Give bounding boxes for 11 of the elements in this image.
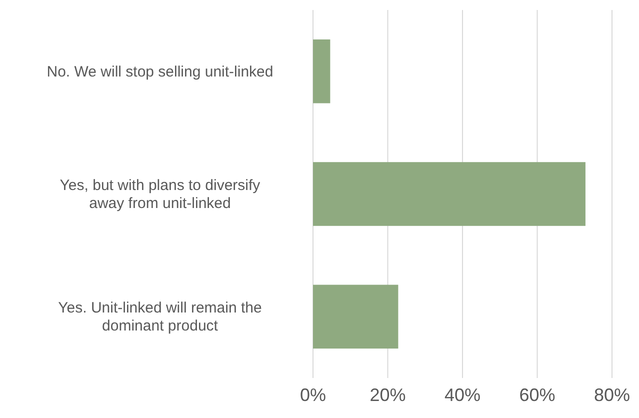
- bar: [313, 162, 586, 226]
- y-tick-label: Yes. Unit-linked will remain the dominant product: [58, 300, 262, 335]
- x-tick-label: 40%: [444, 384, 481, 405]
- y-tick-label: Yes, but with plans to diversify away from unit-linked: [60, 177, 261, 212]
- x-tick-label: 80%: [594, 384, 630, 405]
- x-tick-label: 20%: [370, 384, 406, 405]
- x-tick-label: 60%: [519, 384, 556, 405]
- y-tick-label: No. We will stop selling unit-linked: [46, 63, 274, 80]
- x-tick-label: 0%: [300, 384, 326, 405]
- bar: [313, 284, 398, 349]
- bar: [313, 39, 330, 104]
